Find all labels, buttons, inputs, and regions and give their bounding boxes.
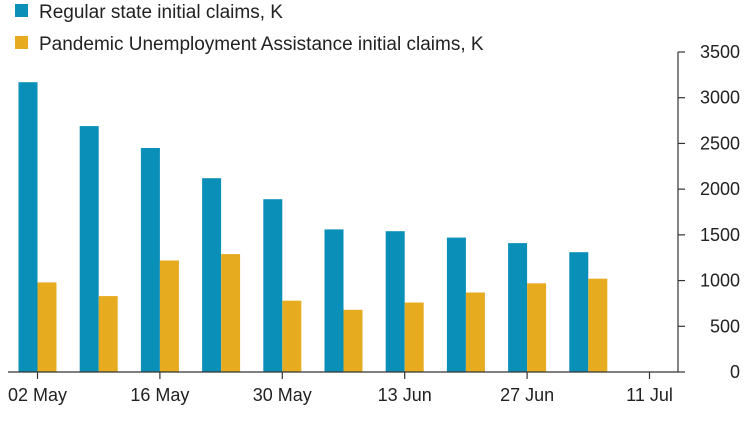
bar-pua-6	[404, 302, 424, 372]
legend-swatch-regular	[15, 4, 28, 17]
y-tick-label-0: 0	[730, 362, 740, 382]
bar-pua-7	[465, 292, 485, 372]
y-tick-label-2000: 2000	[700, 179, 740, 199]
y-tick-label-1500: 1500	[700, 225, 740, 245]
x-tick-label-0: 02 May	[8, 385, 67, 405]
bar-pua-0	[37, 282, 57, 372]
bar-regular-7	[446, 237, 466, 372]
bar-pua-2	[159, 260, 179, 372]
y-tick-label-1000: 1000	[700, 271, 740, 291]
bar-regular-4	[263, 199, 283, 372]
legend-item-regular: Regular state initial claims, K	[15, 2, 283, 23]
y-tick-label-500: 500	[710, 316, 740, 336]
bar-regular-6	[385, 231, 405, 372]
bar-pua-4	[282, 300, 302, 372]
bar-pua-3	[221, 254, 241, 372]
bar-regular-8	[508, 243, 528, 372]
plot-area	[18, 82, 608, 372]
x-tick-label-5: 11 Jul	[626, 385, 673, 405]
y-axis: 0 500 1000 1500 2000 2500 3000 3500	[677, 42, 740, 382]
bar-regular-3	[202, 178, 222, 372]
y-tick-label-3500: 3500	[700, 42, 740, 62]
bar-regular-5	[324, 229, 344, 372]
bar-pua-5	[343, 309, 363, 372]
bar-pua-1	[98, 296, 118, 372]
legend-label-regular: Regular state initial claims, K	[39, 2, 283, 23]
bar-regular-0	[18, 82, 38, 372]
legend: Regular state initial claims, K Pandemic…	[15, 2, 484, 55]
bar-regular-1	[79, 126, 99, 372]
x-tick-label-4: 27 Jun	[500, 385, 554, 405]
bar-pua-9	[588, 278, 608, 372]
y-tick-label-3000: 3000	[700, 88, 740, 108]
x-tick-label-3: 13 Jun	[378, 385, 432, 405]
x-tick-label-1: 16 May	[130, 385, 189, 405]
x-axis: 02 May 16 May 30 May 13 Jun 27 Jun 11 Jul	[8, 371, 678, 405]
legend-swatch-pua	[15, 36, 28, 49]
bar-pua-8	[527, 283, 547, 372]
y-tick-label-2500: 2500	[700, 133, 740, 153]
legend-item-pua: Pandemic Unemployment Assistance initial…	[15, 34, 484, 55]
bar-regular-9	[569, 252, 589, 372]
x-tick-label-2: 30 May	[253, 385, 312, 405]
legend-label-pua: Pandemic Unemployment Assistance initial…	[39, 34, 484, 55]
bar-regular-2	[140, 148, 160, 372]
